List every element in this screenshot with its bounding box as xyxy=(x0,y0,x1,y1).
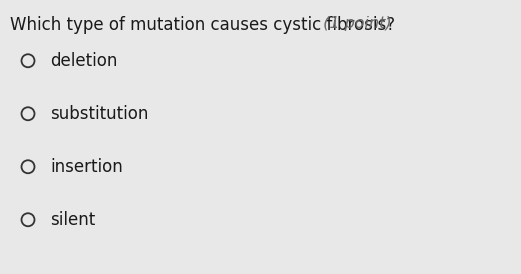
Text: deletion: deletion xyxy=(50,52,117,70)
Text: Which type of mutation causes cystic fibrosis?: Which type of mutation causes cystic fib… xyxy=(10,16,395,34)
Text: substitution: substitution xyxy=(50,105,148,123)
Text: (1 point): (1 point) xyxy=(318,16,392,31)
Text: insertion: insertion xyxy=(50,158,123,176)
Text: silent: silent xyxy=(50,211,95,229)
